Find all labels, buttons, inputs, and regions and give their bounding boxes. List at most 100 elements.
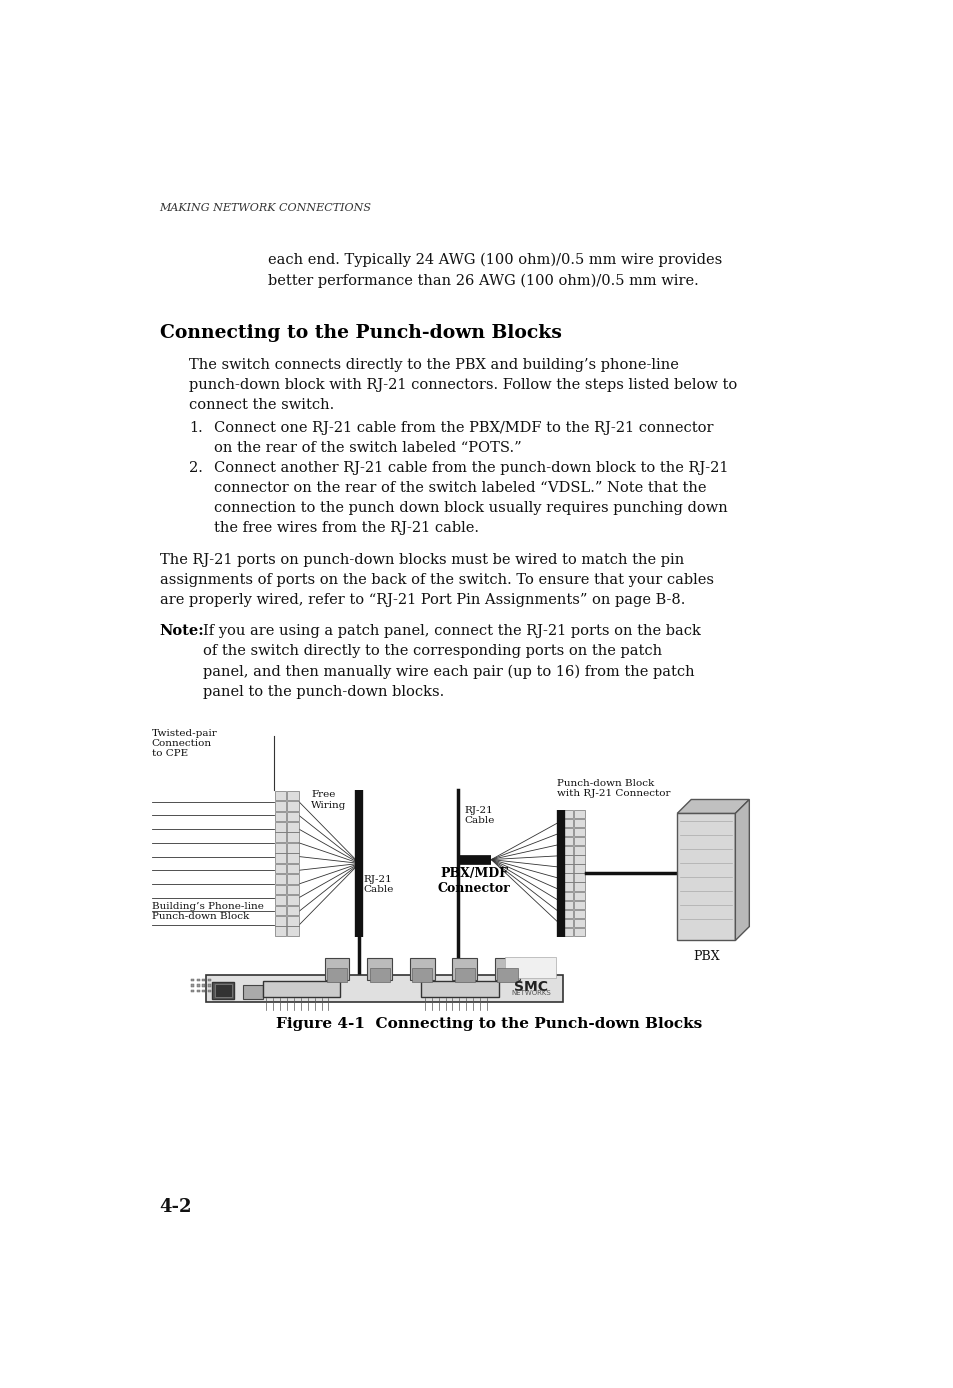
Bar — [677, 813, 735, 941]
Bar — [560, 829, 573, 837]
Bar — [287, 791, 298, 801]
Bar — [573, 819, 585, 827]
Bar — [452, 958, 476, 980]
Bar — [495, 958, 519, 980]
Bar — [573, 891, 585, 899]
Text: each end. Typically 24 AWG (100 ohm)/0.5 mm wire provides
better performance tha: each end. Typically 24 AWG (100 ohm)/0.5… — [268, 253, 721, 287]
Text: 1.: 1. — [189, 421, 203, 434]
Bar — [560, 847, 573, 855]
Bar — [243, 985, 263, 999]
Bar — [573, 873, 585, 881]
Bar — [573, 837, 585, 845]
Bar — [274, 822, 286, 831]
Bar — [573, 919, 585, 927]
Bar — [274, 833, 286, 843]
Text: Building’s Phone-line
Punch-down Block: Building’s Phone-line Punch-down Block — [152, 902, 263, 922]
Bar — [573, 883, 585, 891]
Bar — [192, 979, 194, 981]
Bar — [192, 984, 194, 987]
Text: RJ-21
Cable: RJ-21 Cable — [464, 805, 494, 824]
Bar — [287, 927, 298, 936]
Bar — [274, 884, 286, 894]
Bar — [202, 979, 205, 981]
Bar — [274, 801, 286, 811]
Polygon shape — [677, 799, 748, 813]
Bar — [287, 916, 298, 926]
Bar — [196, 984, 199, 987]
Bar — [573, 809, 585, 818]
Bar — [196, 990, 199, 992]
Text: Twisted-pair
Connection
to CPE: Twisted-pair Connection to CPE — [152, 729, 217, 758]
Bar — [573, 909, 585, 917]
Bar — [287, 863, 298, 873]
Bar — [560, 883, 573, 891]
Bar — [274, 854, 286, 863]
Bar — [560, 819, 573, 827]
Bar — [274, 927, 286, 936]
Text: RJ-21
Cable: RJ-21 Cable — [363, 874, 394, 894]
Bar — [560, 927, 573, 936]
Bar — [573, 829, 585, 837]
Bar — [212, 981, 233, 999]
Bar — [274, 863, 286, 873]
Text: The switch connects directly to the PBX and building’s phone-line
punch-down blo: The switch connects directly to the PBX … — [189, 358, 737, 412]
Text: Connect another RJ-21 cable from the punch-down block to the RJ-21
connector on : Connect another RJ-21 cable from the pun… — [213, 461, 727, 534]
Text: Connecting to the Punch-down Blocks: Connecting to the Punch-down Blocks — [159, 325, 560, 343]
Bar — [262, 981, 340, 997]
Bar — [560, 919, 573, 927]
Bar — [208, 984, 211, 987]
Bar — [208, 979, 211, 981]
Bar — [287, 884, 298, 894]
Bar — [560, 909, 573, 917]
Bar — [369, 969, 390, 981]
Bar — [560, 855, 573, 863]
Text: MAKING NETWORK CONNECTIONS: MAKING NETWORK CONNECTIONS — [159, 203, 371, 214]
Text: Note:: Note: — [159, 625, 204, 638]
Bar — [192, 990, 194, 992]
Bar — [274, 812, 286, 822]
Bar — [274, 905, 286, 915]
Text: Figure 4-1  Connecting to the Punch-down Blocks: Figure 4-1 Connecting to the Punch-down … — [275, 1017, 701, 1031]
Bar — [287, 854, 298, 863]
Bar — [287, 843, 298, 852]
Bar — [274, 916, 286, 926]
Bar — [560, 873, 573, 881]
Bar — [560, 837, 573, 845]
Bar — [274, 874, 286, 884]
Bar — [573, 927, 585, 936]
Bar — [287, 822, 298, 831]
Bar — [208, 990, 211, 992]
Polygon shape — [735, 799, 748, 941]
Bar — [497, 969, 517, 981]
Bar — [274, 843, 286, 852]
Bar — [455, 969, 475, 981]
Bar — [202, 990, 205, 992]
Text: PBX/MDF
Connector: PBX/MDF Connector — [437, 868, 510, 895]
Bar — [573, 865, 585, 873]
Text: PBX: PBX — [692, 951, 719, 963]
Text: Punch-down Block
with RJ-21 Connector: Punch-down Block with RJ-21 Connector — [557, 779, 670, 798]
Text: If you are using a patch panel, connect the RJ-21 ports on the back
of the switc: If you are using a patch panel, connect … — [203, 625, 700, 698]
Bar — [206, 974, 562, 1002]
Bar — [367, 958, 392, 980]
Bar — [560, 809, 573, 818]
Bar — [287, 812, 298, 822]
Text: Connect one RJ-21 cable from the PBX/MDF to the RJ-21 connector
on the rear of t: Connect one RJ-21 cable from the PBX/MDF… — [213, 421, 713, 455]
Bar — [573, 901, 585, 909]
Bar — [327, 969, 347, 981]
Bar — [560, 901, 573, 909]
Bar — [412, 969, 432, 981]
Bar — [410, 958, 435, 980]
Bar — [196, 979, 199, 981]
Bar — [287, 874, 298, 884]
Text: 2.: 2. — [189, 461, 203, 475]
Text: The RJ-21 ports on punch-down blocks must be wired to match the pin
assignments : The RJ-21 ports on punch-down blocks mus… — [159, 552, 713, 607]
Bar — [324, 958, 349, 980]
Bar — [274, 895, 286, 905]
Bar — [573, 855, 585, 863]
Bar — [202, 984, 205, 987]
Bar — [214, 984, 232, 997]
Bar — [274, 791, 286, 801]
Text: NETWORKS: NETWORKS — [511, 991, 550, 997]
Text: 4-2: 4-2 — [159, 1198, 192, 1216]
